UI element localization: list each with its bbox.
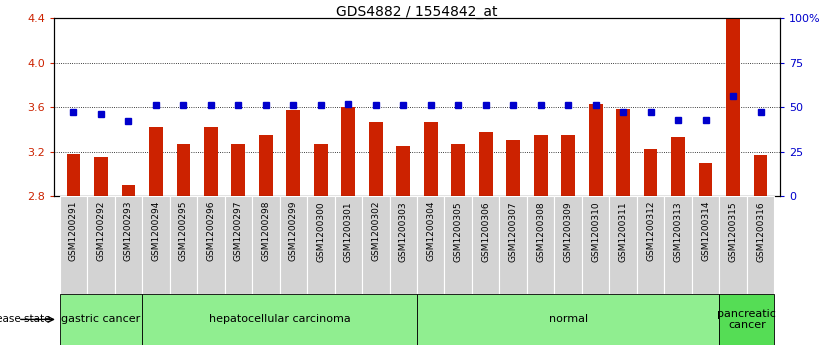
Bar	[142, 294, 417, 345]
Bar	[616, 109, 630, 196]
Bar	[417, 294, 719, 345]
Text: GSM1200302: GSM1200302	[371, 201, 380, 261]
Bar	[314, 144, 328, 196]
Bar	[555, 196, 582, 294]
Bar	[746, 196, 774, 294]
Text: GSM1200293: GSM1200293	[124, 201, 133, 261]
Text: GSM1200301: GSM1200301	[344, 201, 353, 262]
Bar	[472, 196, 500, 294]
Bar	[115, 196, 142, 294]
Bar	[197, 196, 224, 294]
Bar	[610, 196, 637, 294]
Bar	[445, 196, 472, 294]
Text: GSM1200314: GSM1200314	[701, 201, 710, 261]
Bar	[396, 146, 410, 196]
Text: GSM1200305: GSM1200305	[454, 201, 463, 262]
Bar	[389, 196, 417, 294]
Bar	[259, 135, 273, 196]
Text: gastric cancer: gastric cancer	[62, 314, 141, 325]
Bar	[286, 110, 300, 196]
Text: GSM1200307: GSM1200307	[509, 201, 518, 262]
Text: normal: normal	[549, 314, 588, 325]
Bar	[334, 196, 362, 294]
Text: GSM1200299: GSM1200299	[289, 201, 298, 261]
Bar	[341, 107, 355, 196]
Text: GSM1200303: GSM1200303	[399, 201, 408, 262]
Text: GSM1200309: GSM1200309	[564, 201, 573, 262]
Bar	[369, 122, 383, 196]
Bar	[479, 131, 493, 196]
Bar	[279, 196, 307, 294]
Bar	[142, 196, 169, 294]
Bar	[60, 196, 88, 294]
Bar	[362, 196, 389, 294]
Text: GSM1200310: GSM1200310	[591, 201, 600, 262]
Text: GSM1200316: GSM1200316	[756, 201, 765, 262]
Text: GSM1200292: GSM1200292	[97, 201, 105, 261]
Text: GSM1200298: GSM1200298	[261, 201, 270, 261]
Bar	[224, 196, 252, 294]
Text: GSM1200311: GSM1200311	[619, 201, 628, 262]
Bar	[177, 144, 190, 196]
Text: GSM1200291: GSM1200291	[69, 201, 78, 261]
Text: GSM1200294: GSM1200294	[152, 201, 160, 261]
Bar	[424, 122, 438, 196]
Bar	[534, 135, 548, 196]
Bar	[149, 127, 163, 196]
Bar	[719, 294, 774, 345]
Text: GSM1200295: GSM1200295	[178, 201, 188, 261]
Bar	[60, 294, 142, 345]
Bar	[451, 144, 465, 196]
Bar	[122, 185, 135, 196]
Text: GSM1200313: GSM1200313	[674, 201, 682, 262]
Bar	[561, 135, 575, 196]
Text: GSM1200308: GSM1200308	[536, 201, 545, 262]
Text: GSM1200297: GSM1200297	[234, 201, 243, 261]
Bar	[417, 196, 445, 294]
Bar	[589, 104, 602, 196]
Bar	[692, 196, 719, 294]
Bar	[582, 196, 610, 294]
Text: GSM1200304: GSM1200304	[426, 201, 435, 261]
Bar	[726, 0, 740, 196]
Text: GSM1200306: GSM1200306	[481, 201, 490, 262]
Bar	[699, 163, 712, 196]
Bar	[232, 144, 245, 196]
Text: hepatocellular carcinoma: hepatocellular carcinoma	[208, 314, 350, 325]
Bar	[169, 196, 197, 294]
Text: GSM1200296: GSM1200296	[206, 201, 215, 261]
Bar	[754, 155, 767, 196]
Text: GSM1200315: GSM1200315	[729, 201, 737, 262]
Bar	[665, 196, 692, 294]
Bar	[637, 196, 665, 294]
Text: pancreatic
cancer: pancreatic cancer	[717, 309, 776, 330]
Bar	[644, 149, 657, 196]
Bar	[307, 196, 334, 294]
Text: GSM1200312: GSM1200312	[646, 201, 656, 261]
Bar	[204, 127, 218, 196]
Bar	[500, 196, 527, 294]
Bar	[67, 154, 80, 196]
Bar	[88, 196, 115, 294]
Bar	[94, 157, 108, 196]
Bar	[719, 196, 746, 294]
Bar	[506, 140, 520, 196]
Bar	[671, 137, 685, 196]
Bar	[527, 196, 555, 294]
Bar	[252, 196, 279, 294]
Text: disease state: disease state	[0, 314, 50, 325]
Text: GDS4882 / 1554842_at: GDS4882 / 1554842_at	[336, 5, 498, 20]
Text: GSM1200300: GSM1200300	[316, 201, 325, 262]
